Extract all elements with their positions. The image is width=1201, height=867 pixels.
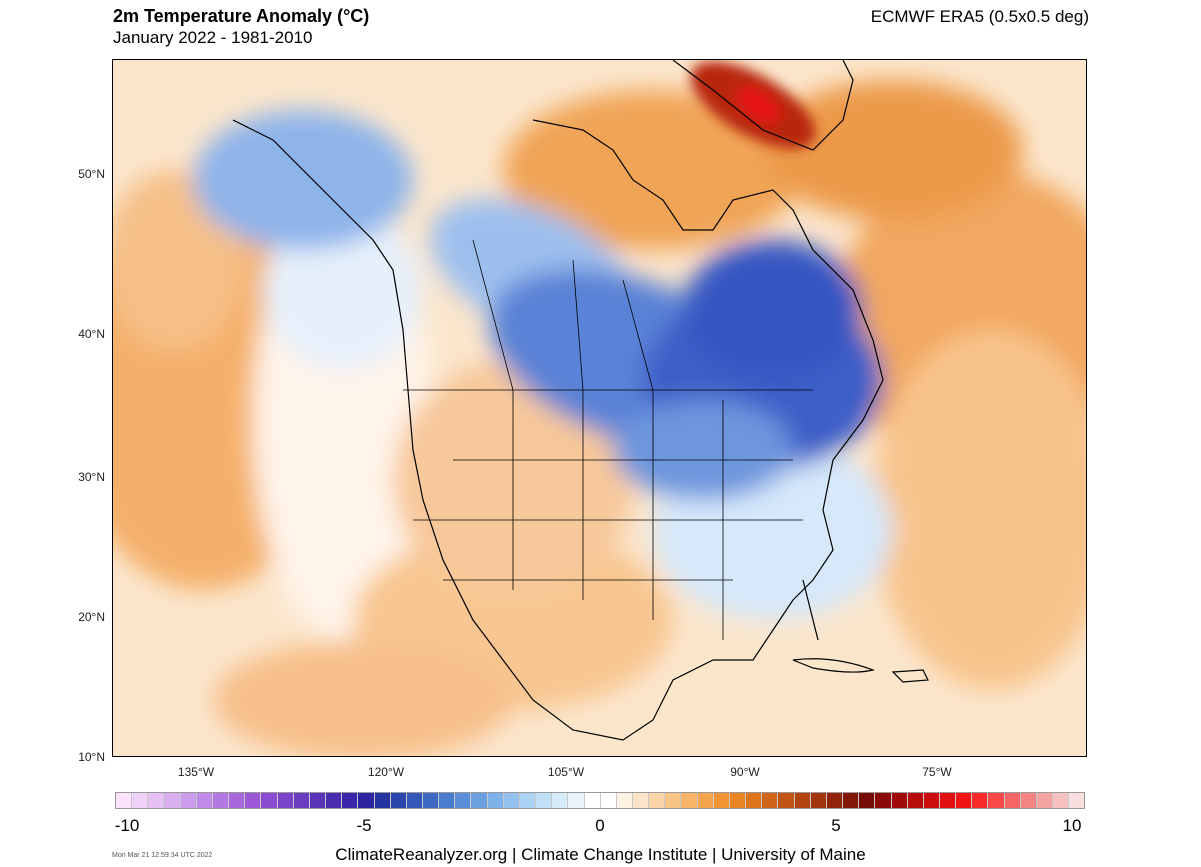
lat-label-10n: 10°N [78,750,105,764]
colorbar-swatch [229,793,246,808]
colorbar-swatch [778,793,795,808]
anomaly-field [113,80,1086,756]
colorbar-swatch [196,793,213,808]
colorbar-swatch [1036,793,1054,808]
colorbar-swatch [455,793,472,808]
map-title: 2m Temperature Anomaly (°C) [113,6,370,26]
colorbar-tick-pos5: 5 [831,816,841,835]
colorbar-swatch [309,793,327,808]
colorbar-tick-max: 10 [1062,816,1082,835]
colorbar-swatch [923,793,940,808]
colorbar-swatch [326,793,343,808]
colorbar-swatch [374,793,391,808]
lon-label-120w: 120°W [367,765,405,779]
colorbar-swatch [180,793,197,808]
colorbar-swatch [1069,793,1085,808]
colorbar-swatch [116,793,133,808]
colorbar-swatch [552,793,569,808]
colorbar-swatch [681,793,698,808]
colorbar-swatch [422,793,440,808]
colorbar-swatch [729,793,747,808]
colorbar-swatch [390,793,407,808]
colorbar-swatch [1004,793,1021,808]
colorbar-swatch [907,793,924,808]
colorbar [115,792,1085,809]
colorbar-swatch [616,793,633,808]
greenland-warm-core [690,61,816,149]
colorbar-swatch [584,793,601,808]
colorbar-swatch [600,793,617,808]
colorbar-swatch [132,793,149,808]
colorbar-swatch [1020,793,1037,808]
colorbar-tick-neg5: -5 [356,816,372,835]
colorbar-swatch [697,793,714,808]
lon-label-75w: 75°W [922,765,952,779]
lat-label-50n: 50°N [78,167,105,181]
colorbar-swatch [164,793,181,808]
colorbar-swatch [536,793,553,808]
anomaly-map [112,59,1087,757]
colorbar-swatch [988,793,1005,808]
colorbar-swatch [277,793,294,808]
colorbar-swatch [439,793,456,808]
political-borders [403,239,813,640]
colorbar-swatch [939,793,957,808]
map-subtitle: January 2022 - 1981-2010 [113,28,313,47]
colorbar-swatch [487,793,504,808]
coastlines [232,60,929,741]
colorbar-swatch [794,793,811,808]
colorbar-tick-zero: 0 [595,816,605,835]
colorbar-swatch [810,793,827,808]
render-timestamp: Mon Mar 21 12:59:34 UTC 2022 [112,852,213,859]
colorbar-swatch [245,793,262,808]
lon-label-105w: 105°W [547,765,585,779]
colorbar-swatch [633,793,650,808]
colorbar-swatch [713,793,730,808]
colorbar-swatch [358,793,375,808]
colorbar-swatch [746,793,763,808]
colorbar-swatch [762,793,779,808]
lat-label-40n: 40°N [78,327,105,341]
colorbar-swatch [568,793,585,808]
colorbar-swatch [212,793,230,808]
colorbar-swatch [1053,793,1070,808]
colorbar-swatch [148,793,165,808]
colorbar-swatch [293,793,310,808]
colorbar-swatch [649,793,666,808]
colorbar-swatch [471,793,488,808]
colorbar-swatch [891,793,908,808]
lat-label-20n: 20°N [78,610,105,624]
colorbar-swatch [665,793,682,808]
colorbar-tick-min: -10 [114,816,140,835]
credits-footer: ClimateReanalyzer.org | Climate Change I… [335,845,866,864]
colorbar-swatch [261,793,278,808]
colorbar-swatch [972,793,989,808]
colorbar-swatch [859,793,876,808]
colorbar-swatch [342,793,359,808]
data-source-label: ECMWF ERA5 (0.5x0.5 deg) [870,7,1089,26]
colorbar-swatch [503,793,520,808]
colorbar-swatch [519,793,537,808]
lon-label-135w: 135°W [177,765,215,779]
colorbar-swatch [406,793,423,808]
lat-label-30n: 30°N [78,470,105,484]
colorbar-swatch [843,793,860,808]
lon-label-90w: 90°W [730,765,760,779]
colorbar-swatch [875,793,892,808]
colorbar-swatch [956,793,973,808]
colorbar-swatch [826,793,844,808]
